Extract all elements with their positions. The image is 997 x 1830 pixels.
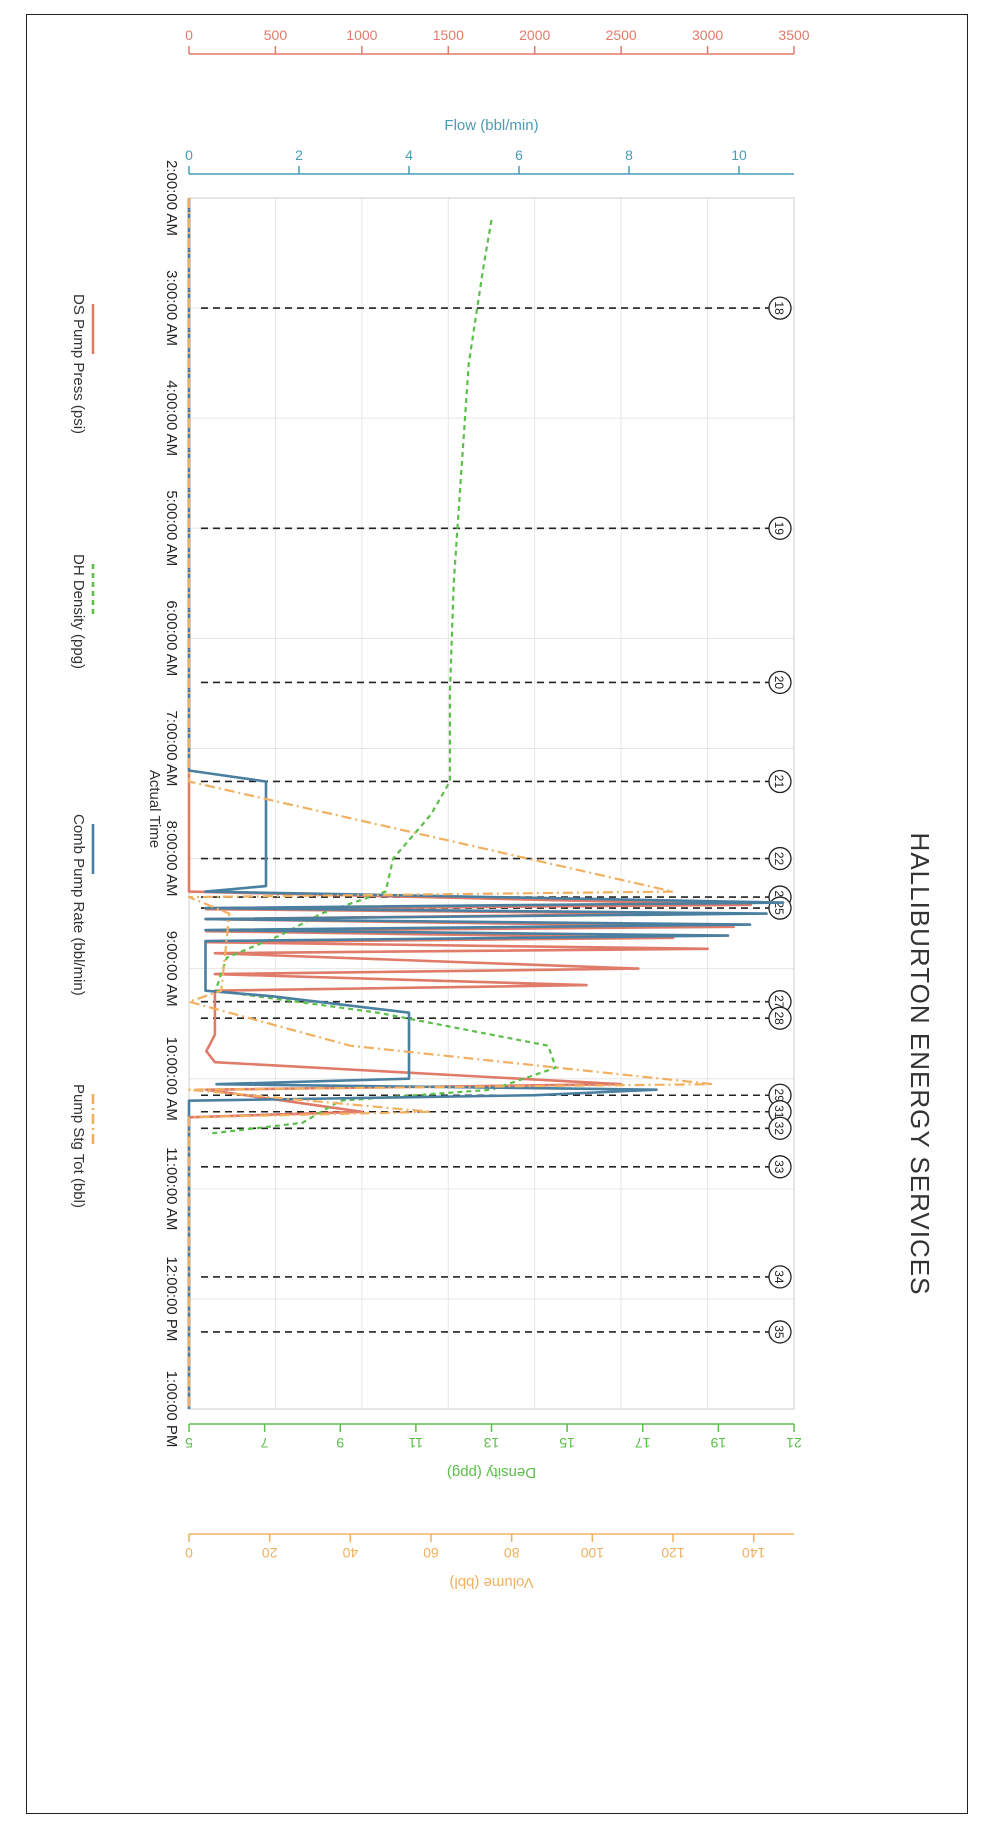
density-tick-label: 17 xyxy=(635,1435,651,1451)
pressure-tick-label: 3000 xyxy=(692,27,723,43)
density-tick-label: 13 xyxy=(484,1435,500,1451)
x-tick-label: 3:00:00 AM xyxy=(163,270,180,346)
pressure-tick-label: 0 xyxy=(185,27,193,43)
density-tick-label: 7 xyxy=(261,1435,269,1451)
density-tick-label: 19 xyxy=(710,1435,726,1451)
x-tick-label: 1:00:00 PM xyxy=(163,1371,180,1448)
flow-tick-label: 8 xyxy=(625,147,633,163)
rotated-chart-canvas: HALLIBURTON ENERGY SERVICES 2:00:00 AM 3:… xyxy=(29,0,971,1814)
volume-tick-label: 20 xyxy=(262,1545,278,1561)
volume-tick-label: 0 xyxy=(185,1545,193,1561)
legend-label: Comb Pump Rate (bbl/min) xyxy=(70,814,87,996)
event-label: 27 xyxy=(772,995,786,1009)
series-line xyxy=(187,198,753,1409)
event-label: 28 xyxy=(772,1011,786,1025)
flow-tick-label: 6 xyxy=(515,147,523,163)
x-axis-title: Actual Time xyxy=(146,770,163,848)
event-label: 32 xyxy=(772,1122,786,1136)
x-tick-label: 2:00:00 AM xyxy=(163,160,180,236)
event-badge xyxy=(768,516,792,540)
flow-tick-label: 4 xyxy=(405,147,413,163)
x-tick-label: 12:00:00 PM xyxy=(163,1256,180,1341)
flow-tick-label: 10 xyxy=(731,147,747,163)
event-badge xyxy=(768,1265,792,1289)
x-tick-label: 5:00:00 AM xyxy=(163,490,180,566)
chart-svg: HALLIBURTON ENERGY SERVICES 2:00:00 AM 3:… xyxy=(70,0,935,1591)
legend-label: DH Density (ppg) xyxy=(70,554,87,669)
volume-tick-label: 120 xyxy=(661,1545,685,1561)
event-label: 33 xyxy=(772,1160,786,1174)
pressure-tick-label: 1500 xyxy=(433,27,464,43)
volume-tick-label: 60 xyxy=(423,1545,439,1561)
volume-tick-label: 80 xyxy=(504,1545,520,1561)
event-label: 20 xyxy=(772,676,786,690)
event-label: 21 xyxy=(772,775,786,789)
density-tick-label: 9 xyxy=(336,1435,344,1451)
event-label: 19 xyxy=(772,522,786,536)
data-series xyxy=(187,198,785,1409)
volume-tick-label: 40 xyxy=(342,1545,358,1561)
x-tick-label: 9:00:00 AM xyxy=(163,931,180,1007)
volume-tick-label: 140 xyxy=(742,1545,766,1561)
density-axis-title: Density (ppg) xyxy=(447,1464,536,1481)
density-tick-label: 11 xyxy=(408,1435,423,1451)
event-badge xyxy=(768,846,792,871)
volume-tick-label: 100 xyxy=(580,1545,604,1561)
flow-tick-label: 0 xyxy=(185,147,193,163)
event-badge xyxy=(768,1320,792,1344)
chart-frame xyxy=(26,14,968,1814)
series-line xyxy=(187,198,785,1409)
event-badge xyxy=(768,769,792,794)
event-label: 35 xyxy=(772,1325,786,1339)
legend-label: Pump Stg Tot (bbl) xyxy=(70,1084,87,1208)
x-tick-label: 7:00:00 AM xyxy=(163,711,180,787)
legend-label: DS Pump Press (psi) xyxy=(70,294,87,434)
pressure-tick-label: 2000 xyxy=(519,27,550,43)
x-tick-label: 8:00:00 AM xyxy=(163,821,180,897)
volume-axis-title: Volume (bbl) xyxy=(449,1574,533,1591)
x-tick-label: 4:00:00 AM xyxy=(163,380,180,456)
chart-title: HALLIBURTON ENERGY SERVICES xyxy=(905,833,935,1296)
flow-axis-title: Flow (bbl/min) xyxy=(444,117,538,134)
event-badge xyxy=(768,1155,792,1179)
density-tick-label: 21 xyxy=(786,1435,802,1451)
event-label: 25 xyxy=(772,901,786,915)
plot-border xyxy=(188,197,795,1410)
legend: DS Pump Press (psi) DH Density (ppg) Comb … xyxy=(70,294,95,1208)
density-tick-label: 5 xyxy=(185,1435,193,1451)
event-label: 31 xyxy=(772,1105,786,1119)
flow-tick-label: 2 xyxy=(295,147,303,163)
event-label: 34 xyxy=(772,1270,786,1284)
series-line xyxy=(187,198,715,1409)
grid xyxy=(188,197,795,1410)
series-line xyxy=(207,219,557,1135)
event-badge xyxy=(768,1116,792,1140)
pressure-tick-label: 1000 xyxy=(346,27,377,43)
pressure-tick-label: 3500 xyxy=(778,27,809,43)
event-markers: 181920212224252728293132333435 xyxy=(199,296,792,1344)
x-tick-label: 10:00:00 AM xyxy=(163,1037,180,1121)
pressure-tick-label: 2500 xyxy=(606,27,637,43)
event-label: 22 xyxy=(772,852,786,866)
x-tick-label: 11:00:00 AM xyxy=(163,1147,180,1230)
event-badge xyxy=(768,1006,792,1030)
event-badge xyxy=(768,296,792,320)
event-badge xyxy=(768,670,792,695)
pressure-tick-label: 500 xyxy=(264,27,288,43)
event-label: 29 xyxy=(772,1089,786,1103)
event-label: 18 xyxy=(772,301,786,315)
x-tick-label: 6:00:00 AM xyxy=(163,600,180,676)
density-tick-label: 15 xyxy=(559,1435,575,1451)
